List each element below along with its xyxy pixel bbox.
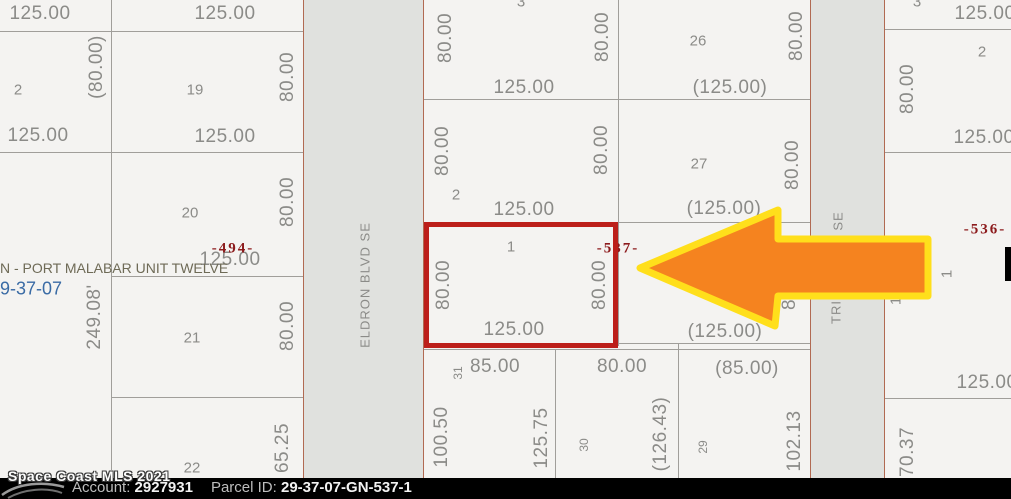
dimension-label: 80.00 xyxy=(596,356,648,377)
parcel-boundary-line xyxy=(424,99,810,100)
dimension-label: 80.00 xyxy=(432,125,453,177)
lot-number-label: 19 xyxy=(186,81,204,99)
lot-number-label: 1 xyxy=(938,269,956,279)
dimension-label: 80.00 xyxy=(779,259,800,311)
lot-number-label: 20 xyxy=(181,204,199,222)
dimension-label: 80.00 xyxy=(277,300,298,352)
footer-info: Account: 2927931 Parcel ID: 29-37-07-GN-5… xyxy=(72,479,412,496)
lot-number-label: 29 xyxy=(696,440,710,454)
dimension-label: 102.13 xyxy=(784,410,805,472)
dimension-label: 125.00 xyxy=(194,126,256,147)
dimension-label: 125.00 xyxy=(956,372,1011,393)
highlighted-parcel[interactable] xyxy=(424,222,618,348)
lot-number-label: 1 xyxy=(506,238,516,256)
parcel-boundary-line xyxy=(885,152,1011,153)
lot-number-label: 3 xyxy=(912,0,922,11)
lot-number-label: 30 xyxy=(577,438,591,452)
dimension-label: 80.00 xyxy=(786,10,807,62)
dimension-label: (125.00) xyxy=(692,77,768,98)
parcel-boundary-line xyxy=(618,0,619,346)
parcel-boundary-line xyxy=(111,0,112,470)
subdivision-name-label: N - PORT MALABAR UNIT TWELVE xyxy=(0,260,229,276)
lot-number-label: 2 xyxy=(13,81,23,99)
lot-number-label: 2 xyxy=(451,186,461,204)
lot-number-label: 31 xyxy=(451,366,465,380)
parcel-boundary-line xyxy=(111,397,303,398)
dimension-label: 70.37 xyxy=(897,426,918,478)
parcel-boundary-line xyxy=(424,349,810,350)
dimension-label: 125.00 xyxy=(483,319,545,340)
parcel-id-label: Parcel ID: xyxy=(210,479,277,496)
dimension-label: 80.00 xyxy=(782,139,803,191)
dimension-label: 125.00 xyxy=(493,77,555,98)
lot-number-label: 26 xyxy=(689,32,707,50)
dimension-label: (85.00) xyxy=(715,358,779,379)
footer-bar: Account: 2927931 Parcel ID: 29-37-07-GN-5… xyxy=(0,478,1011,499)
dimension-label: 85.00 xyxy=(469,356,521,377)
lot-number-label: 2 xyxy=(977,43,987,61)
dimension-label: 65.25 xyxy=(272,422,293,474)
parcel-boundary-line xyxy=(0,31,303,32)
parcel-id-value: 29-37-07-GN-537-1 xyxy=(280,479,412,496)
parcel-boundary-line xyxy=(111,276,303,277)
lot-number-label: 22 xyxy=(183,459,201,477)
road-band xyxy=(303,0,424,478)
dimension-label: 100.50 xyxy=(431,406,452,468)
lot-number-label: 21 xyxy=(183,329,201,347)
dimension-label: (125.00) xyxy=(687,321,763,342)
dimension-label: 125.75 xyxy=(531,407,552,469)
dimension-label: 249.08' xyxy=(84,284,105,350)
dimension-label: (80.00) xyxy=(86,35,107,99)
parcel-boundary-line xyxy=(885,398,1011,399)
lot-number-label: 27 xyxy=(690,155,708,173)
dimension-label: 80.00 xyxy=(435,12,456,64)
dimension-label: (125.00) xyxy=(686,198,762,219)
street-name-label: TRI xyxy=(828,300,844,324)
dimension-label: 80.00 xyxy=(591,124,612,176)
dimension-label: 125.00 xyxy=(953,127,1011,148)
parcel-boundary-line xyxy=(885,29,1011,30)
dimension-label: 80.00 xyxy=(277,176,298,228)
parcel-boundary-line xyxy=(678,343,679,478)
dimension-label: 125.00 xyxy=(199,249,261,270)
edge-black-rect xyxy=(1005,247,1011,281)
dimension-label: 125.00 xyxy=(9,3,71,24)
mls-logo-swoosh-icon xyxy=(1,482,65,499)
dimension-label: 125.00 xyxy=(954,3,1011,24)
dimension-label: 125.00 xyxy=(194,3,256,24)
plat-number-annotation: -494- xyxy=(211,240,255,257)
section-number-label: 9-37-07 xyxy=(0,278,63,299)
parcel-boundary-line xyxy=(0,152,303,153)
account-value: 2927931 xyxy=(134,479,193,496)
dimension-label: 125.00 xyxy=(493,199,555,220)
dimension-label: 80.00 xyxy=(277,51,298,103)
dimension-label: 80.00 xyxy=(897,63,918,115)
dimension-label: (126.43) xyxy=(650,396,671,472)
street-name-label: SE xyxy=(830,211,846,231)
parcel-boundary-line xyxy=(555,349,556,478)
dimension-label: 80.00 xyxy=(592,11,613,63)
account-label: Account: xyxy=(72,479,131,496)
mls-watermark: Space Coast MLS 2021 xyxy=(8,468,171,484)
street-name-label: ELDRON BLVD SE xyxy=(357,222,373,348)
road-band xyxy=(810,0,885,478)
dimension-label: 125.00 xyxy=(7,125,69,146)
parcel-boundary-line xyxy=(618,343,810,344)
plat-number-annotation: -536- xyxy=(963,221,1007,238)
lot-number-label: 1 xyxy=(887,296,905,306)
lot-number-label: 3 xyxy=(516,0,526,11)
